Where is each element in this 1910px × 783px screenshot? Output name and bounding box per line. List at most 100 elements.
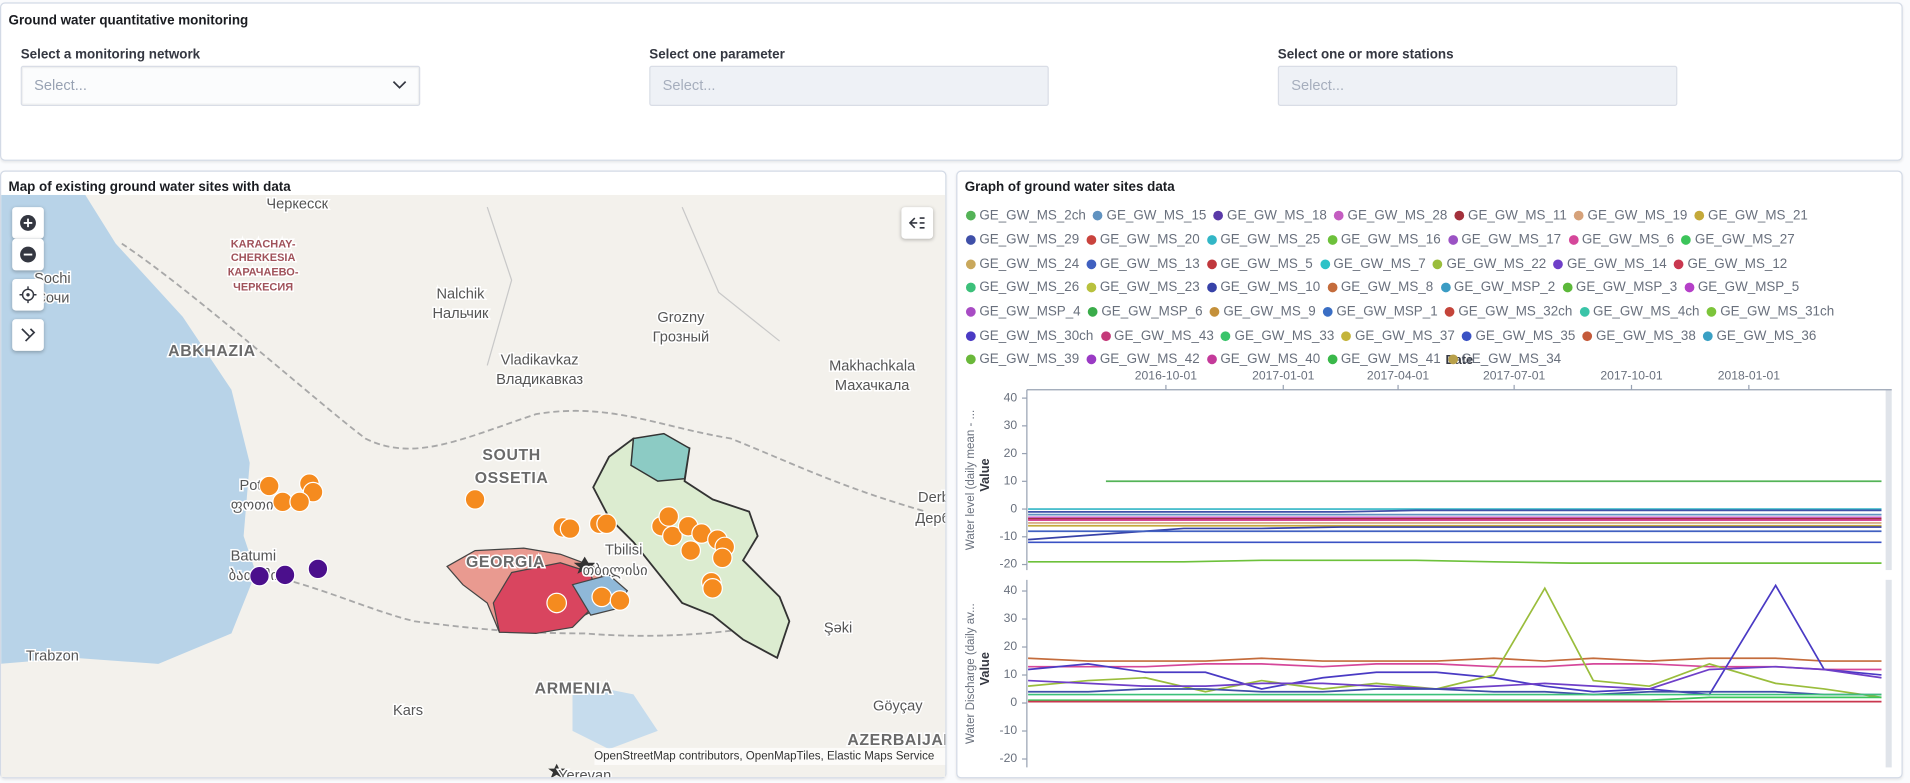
zoom-out-button[interactable] bbox=[12, 238, 44, 271]
capital-star bbox=[573, 556, 596, 574]
legend-label: GE_GW_MS_30ch bbox=[979, 328, 1094, 344]
legend-item: GE_GW_MS_32ch bbox=[1444, 303, 1572, 321]
site-markers[interactable] bbox=[249, 473, 736, 614]
legend-item: GE_GW_MSP_5 bbox=[1684, 279, 1799, 297]
site-marker bbox=[464, 489, 486, 510]
x-tick-label: 2016-10-01 bbox=[1135, 369, 1197, 383]
series-line bbox=[1028, 559, 1882, 564]
site-marker bbox=[274, 564, 296, 586]
place-label: Нальчик bbox=[432, 306, 489, 322]
legend-item: GE_GW_MS_6 bbox=[1568, 231, 1674, 249]
tools-icon bbox=[21, 328, 36, 342]
legend-item: GE_GW_MS_40 bbox=[1206, 351, 1321, 369]
legend-item: GE_GW_MS_12 bbox=[1674, 255, 1787, 273]
place-label: KARACHAY- bbox=[231, 239, 296, 251]
place-label: Poti bbox=[240, 478, 265, 494]
axis-group-label: Water Discharge (daily av... bbox=[965, 603, 977, 744]
legend-item: GE_GW_MSP_6 bbox=[1087, 303, 1203, 321]
legend-label: GE_GW_MS_20 bbox=[1099, 232, 1200, 248]
legend-label: GE_GW_MSP_2 bbox=[1453, 280, 1556, 296]
legend-label: GE_GW_MS_7 bbox=[1333, 256, 1426, 272]
place-label: КАРАЧАЕВО- bbox=[228, 267, 299, 279]
series-line bbox=[1028, 665, 1882, 690]
panel-title: Map of existing ground water sites with … bbox=[8, 180, 291, 195]
site-marker bbox=[662, 525, 683, 547]
legend-item: GE_GW_MS_27 bbox=[1681, 231, 1795, 249]
legend-label: GE_GW_MS_36 bbox=[1716, 328, 1817, 344]
legend-swatch bbox=[1086, 259, 1097, 269]
legend-label: GE_GW_MS_40 bbox=[1220, 352, 1321, 368]
lake bbox=[572, 682, 658, 750]
x-tick-label: 2017-04-01 bbox=[1367, 369, 1429, 383]
legend-item: GE_GW_MS_15 bbox=[1093, 207, 1206, 225]
locate-button[interactable] bbox=[12, 278, 44, 311]
select-placeholder: Select... bbox=[662, 76, 716, 94]
legend-label: GE_GW_MS_10 bbox=[1220, 280, 1321, 296]
legend-swatch bbox=[1322, 307, 1333, 317]
panel-title: Graph of ground water sites data bbox=[964, 180, 1175, 195]
legend-swatch bbox=[1327, 235, 1338, 245]
legend-label: GE_GW_MS_18 bbox=[1227, 208, 1327, 224]
site-marker bbox=[702, 577, 723, 599]
zoom-in-button[interactable] bbox=[12, 207, 44, 239]
legend-label: GE_GW_MS_5 bbox=[1220, 256, 1313, 272]
border bbox=[486, 206, 780, 366]
legend-label: GE_GW_MS_23 bbox=[1099, 280, 1200, 296]
y-axis-title: Value bbox=[977, 652, 992, 685]
series-line bbox=[1028, 663, 1882, 671]
legend-swatch bbox=[1086, 283, 1097, 293]
place-label: Грозный bbox=[653, 329, 710, 345]
place-label: Şəki bbox=[824, 620, 852, 636]
legend-label: GE_GW_MS_28 bbox=[1347, 208, 1448, 224]
legend-label: GE_GW_MSP_5 bbox=[1697, 280, 1800, 296]
scrollbar bbox=[1885, 389, 1892, 571]
chevron-icon bbox=[392, 81, 407, 89]
legend-item: GE_GW_MS_36 bbox=[1703, 327, 1816, 345]
y-tick-label: -10 bbox=[1000, 723, 1018, 737]
legend-label: GE_GW_MS_6 bbox=[1581, 232, 1675, 248]
legend-swatch bbox=[965, 331, 976, 341]
legend-swatch bbox=[1703, 331, 1713, 341]
layer-toggle-button[interactable] bbox=[901, 207, 934, 239]
y-tick-label: 20 bbox=[1004, 639, 1018, 653]
y-axis-title: Value bbox=[977, 458, 992, 491]
series-line bbox=[1028, 696, 1882, 702]
legend-item: GE_GW_MS_29 bbox=[965, 231, 1079, 249]
legend-label: GE_GW_MS_37 bbox=[1355, 328, 1455, 344]
legend-label: GE_GW_MS_39 bbox=[979, 352, 1080, 368]
legend-swatch bbox=[965, 307, 976, 317]
legend-label: GE_GW_MS_42 bbox=[1099, 352, 1200, 368]
legend-item: GE_GW_MS_16 bbox=[1327, 231, 1441, 249]
region bbox=[630, 432, 691, 482]
x-tick-label: 2017-01-01 bbox=[1252, 369, 1314, 383]
legend-item: GE_GW_MS_5 bbox=[1206, 255, 1313, 273]
series-line bbox=[1028, 688, 1882, 696]
sea bbox=[1, 194, 256, 664]
legend-swatch bbox=[1454, 211, 1465, 221]
y-tick-label: 40 bbox=[1004, 583, 1018, 597]
legend-swatch bbox=[1440, 283, 1451, 293]
legend-swatch bbox=[1674, 259, 1684, 269]
legend-label: GE_GW_MSP_3 bbox=[1575, 280, 1678, 296]
network-select[interactable]: Select... bbox=[20, 65, 421, 106]
legend-label: GE_GW_MS_2ch bbox=[979, 208, 1086, 224]
site-marker bbox=[711, 547, 733, 569]
legend-swatch bbox=[1341, 331, 1352, 341]
map[interactable]: Черкесск KARACHAY-CHERKESIA КАРАЧАЕВО- ЧЕРК… bbox=[0, 194, 973, 783]
legend-item: GE_GW_MS_38 bbox=[1582, 327, 1696, 345]
select-placeholder: Select... bbox=[34, 76, 87, 94]
select-placeholder: Select... bbox=[1291, 76, 1345, 94]
legend-label: GE_GW_MS_31ch bbox=[1720, 304, 1835, 320]
y-tick-label: 40 bbox=[1004, 390, 1018, 404]
field-label: Select one parameter bbox=[649, 47, 785, 63]
legend-swatch bbox=[1327, 355, 1338, 365]
tools-button[interactable] bbox=[12, 319, 44, 351]
legend-label: GE_GW_MS_38 bbox=[1596, 328, 1696, 344]
series-line bbox=[1028, 586, 1882, 699]
legend-item: GE_GW_MSP_3 bbox=[1562, 279, 1677, 297]
legend-swatch bbox=[1579, 307, 1590, 317]
place-label: ARMENIA bbox=[535, 681, 613, 698]
legend-item: GE_GW_MSP_4 bbox=[965, 303, 1081, 321]
